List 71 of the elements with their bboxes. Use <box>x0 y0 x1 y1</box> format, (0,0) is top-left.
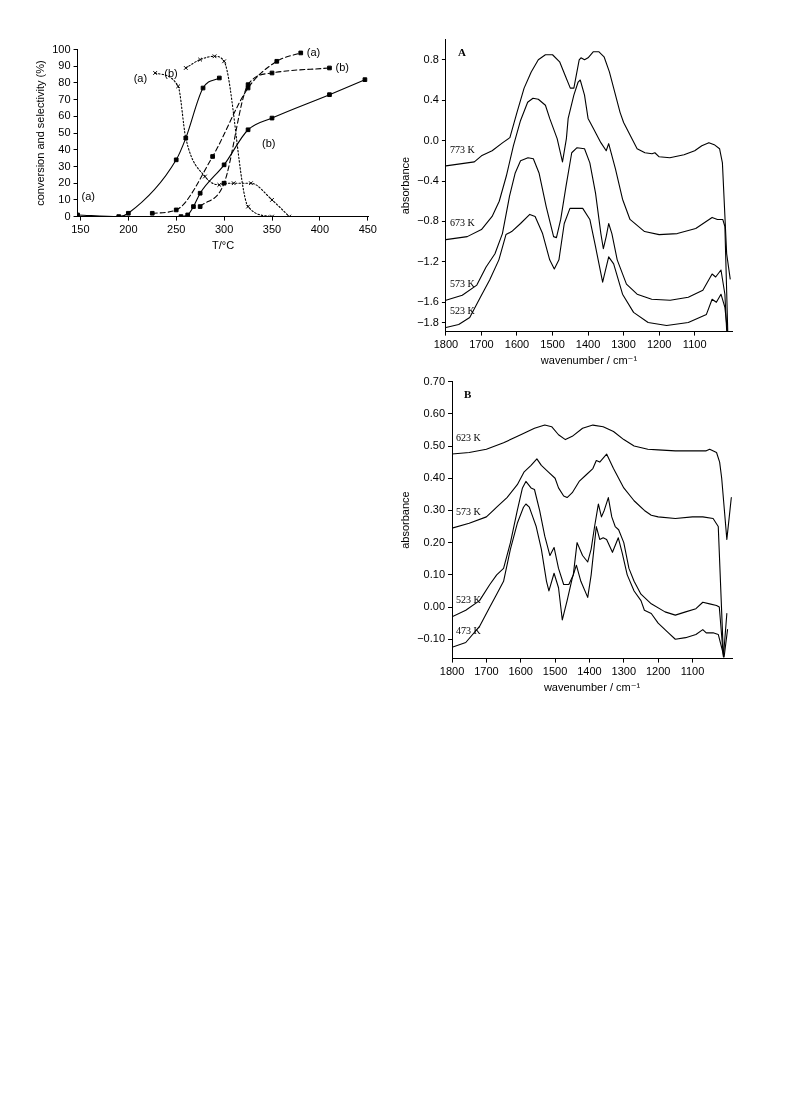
series-label: (a) <box>133 72 148 85</box>
series-label: 773 K <box>449 143 476 155</box>
x-tick-label: 450 <box>358 223 377 236</box>
x-tick-label: 200 <box>119 223 138 236</box>
annotation: A <box>457 45 466 58</box>
x-tick-label: 400 <box>310 223 330 236</box>
x-axis-title: T/°C <box>212 239 235 252</box>
series-label: 673 K <box>449 217 476 229</box>
y-tick-label: 0.60 <box>423 406 446 419</box>
annotation: B <box>464 387 473 400</box>
x-tick-label: 1400 <box>575 338 601 351</box>
x-tick-label: 1700 <box>469 338 494 351</box>
x-tick-label: 1600 <box>508 665 533 678</box>
y-tick-label: 0 <box>64 209 71 222</box>
x-tick-label: 250 <box>167 223 186 236</box>
y-tick-label: 0.20 <box>423 535 446 548</box>
y-tick-label: 90 <box>58 59 71 72</box>
y-tick-label: 0.00 <box>423 600 446 613</box>
y-tick-label: −1.8 <box>417 315 439 328</box>
x-tick-label: 1100 <box>682 338 707 351</box>
y-tick-label: 0.70 <box>423 374 446 387</box>
series-label: 573 K <box>449 277 476 289</box>
y-tick-label: 0.8 <box>423 52 439 65</box>
y-tick-label: 10 <box>58 192 71 205</box>
y-tick-label: 0.10 <box>423 567 446 580</box>
y-tick-label: 0.40 <box>423 471 446 484</box>
x-tick-label: 300 <box>214 223 234 236</box>
series-label: (b) <box>262 136 276 149</box>
y-tick-label: −1.2 <box>417 254 439 267</box>
y-tick-label: 50 <box>58 126 71 139</box>
y-axis-title: absorbance <box>398 156 411 215</box>
series-label: (a) <box>306 45 321 58</box>
x-tick-label: 1600 <box>504 338 530 351</box>
x-tick-label: 1200 <box>645 665 671 678</box>
series-label: 623 K <box>456 431 482 443</box>
y-tick-label: 80 <box>58 76 71 89</box>
y-tick-label: −0.8 <box>417 214 439 227</box>
series-label: (b) <box>164 67 178 79</box>
y-tick-label: −0.10 <box>417 632 446 645</box>
y-tick-label: 30 <box>58 159 71 172</box>
series-label: (b) <box>335 61 349 73</box>
y-tick-label: 20 <box>58 176 71 189</box>
x-tick-label: 1400 <box>577 665 602 678</box>
series-label: 473 K <box>456 624 482 636</box>
series-label: 573 K <box>456 505 482 517</box>
x-tick-label: 350 <box>262 223 282 236</box>
x-tick-label: 150 <box>71 223 90 236</box>
x-tick-label: 1700 <box>474 665 499 678</box>
y-tick-label: 40 <box>58 142 71 155</box>
y-axis-title: conversion and selectivity (%) <box>33 60 46 206</box>
y-tick-label: 60 <box>58 109 71 122</box>
y-axis-title: absorbance <box>398 491 411 549</box>
y-tick-label: −1.6 <box>417 295 439 308</box>
x-axis-title: wavenumber / cm⁻¹ <box>542 681 641 694</box>
x-tick-label: 1300 <box>611 338 636 351</box>
y-tick-label: 70 <box>58 92 71 105</box>
x-tick-label: 1300 <box>611 665 637 678</box>
y-tick-label: 0.50 <box>423 439 446 452</box>
series-label: (a) <box>81 189 96 202</box>
y-tick-label: 0.0 <box>423 133 439 146</box>
y-tick-label: 100 <box>52 42 71 55</box>
x-tick-label: 1200 <box>646 338 672 351</box>
y-tick-label: 0.30 <box>423 503 446 516</box>
x-tick-label: 1800 <box>433 338 459 351</box>
x-axis-title: wavenumber / cm⁻¹ <box>539 354 638 367</box>
x-tick-label: 1100 <box>680 665 705 678</box>
x-tick-label: 1500 <box>542 665 568 678</box>
y-tick-label: −0.4 <box>417 174 439 187</box>
y-tick-label: 0.4 <box>423 93 439 106</box>
x-tick-label: 1500 <box>540 338 565 351</box>
x-tick-label: 1800 <box>439 665 465 678</box>
